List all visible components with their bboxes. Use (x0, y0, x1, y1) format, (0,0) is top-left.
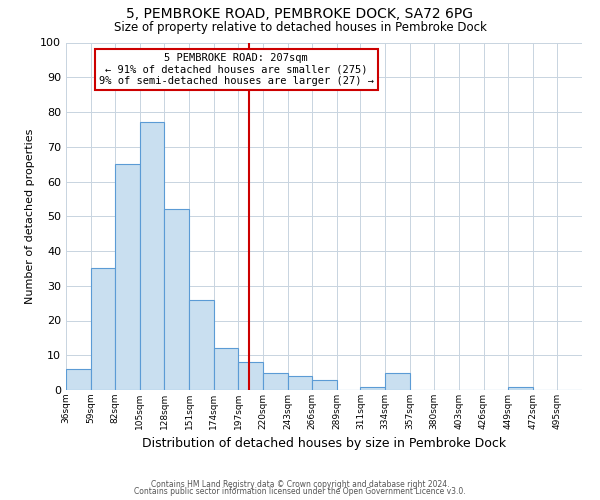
Bar (115, 164, 140, 390)
Bar (189, 300, 214, 390)
Bar (312, 380, 337, 390)
Bar (214, 348, 238, 390)
Bar (238, 362, 263, 390)
Bar (263, 372, 287, 390)
Text: 5 PEMBROKE ROAD: 207sqm
← 91% of detached houses are smaller (275)
9% of semi-de: 5 PEMBROKE ROAD: 207sqm ← 91% of detache… (99, 53, 374, 86)
Bar (164, 210, 189, 390)
Bar (140, 122, 164, 390)
Bar (66, 369, 91, 390)
Y-axis label: Number of detached properties: Number of detached properties (25, 128, 35, 304)
Bar (385, 372, 410, 390)
Text: Size of property relative to detached houses in Pembroke Dock: Size of property relative to detached ho… (113, 21, 487, 34)
Text: Contains HM Land Registry data © Crown copyright and database right 2024.: Contains HM Land Registry data © Crown c… (151, 480, 449, 489)
Bar (287, 376, 312, 390)
X-axis label: Distribution of detached houses by size in Pembroke Dock: Distribution of detached houses by size … (142, 438, 506, 450)
Bar (91, 268, 115, 390)
Bar (361, 386, 385, 390)
Bar (508, 386, 533, 390)
Text: Contains public sector information licensed under the Open Government Licence v3: Contains public sector information licen… (134, 487, 466, 496)
Text: 5, PEMBROKE ROAD, PEMBROKE DOCK, SA72 6PG: 5, PEMBROKE ROAD, PEMBROKE DOCK, SA72 6P… (127, 8, 473, 22)
